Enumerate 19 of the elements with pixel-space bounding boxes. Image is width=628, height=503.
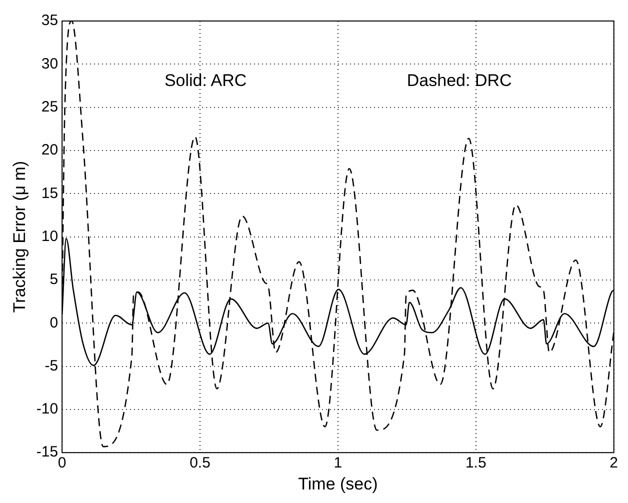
x-tick-label: 1 [334, 454, 342, 472]
y-tick-label: -10 [36, 400, 58, 418]
x-axis-title: Time (sec) [298, 474, 378, 494]
y-tick-label: 20 [41, 142, 58, 159]
y-tick-label: 35 [41, 12, 58, 30]
y-tick-label: 5 [50, 271, 58, 288]
annotation: Dashed: DRC [406, 71, 512, 90]
y-axis-title: Tracking Error (μ m) [10, 160, 29, 313]
annotation: Solid: ARC [164, 71, 247, 90]
y-tick-label: 10 [41, 228, 58, 245]
y-tick-label: -15 [36, 444, 58, 461]
y-tick-label: 15 [41, 184, 58, 202]
y-tick-label: 30 [41, 55, 58, 72]
y-tick-label: 25 [41, 98, 58, 116]
y-tick-label: -5 [44, 357, 58, 374]
x-tick-label: 2 [610, 454, 618, 472]
x-tick-label: 0.5 [190, 454, 210, 472]
x-tick-label: 1.5 [465, 454, 486, 472]
y-tick-label: 0 [50, 314, 58, 332]
